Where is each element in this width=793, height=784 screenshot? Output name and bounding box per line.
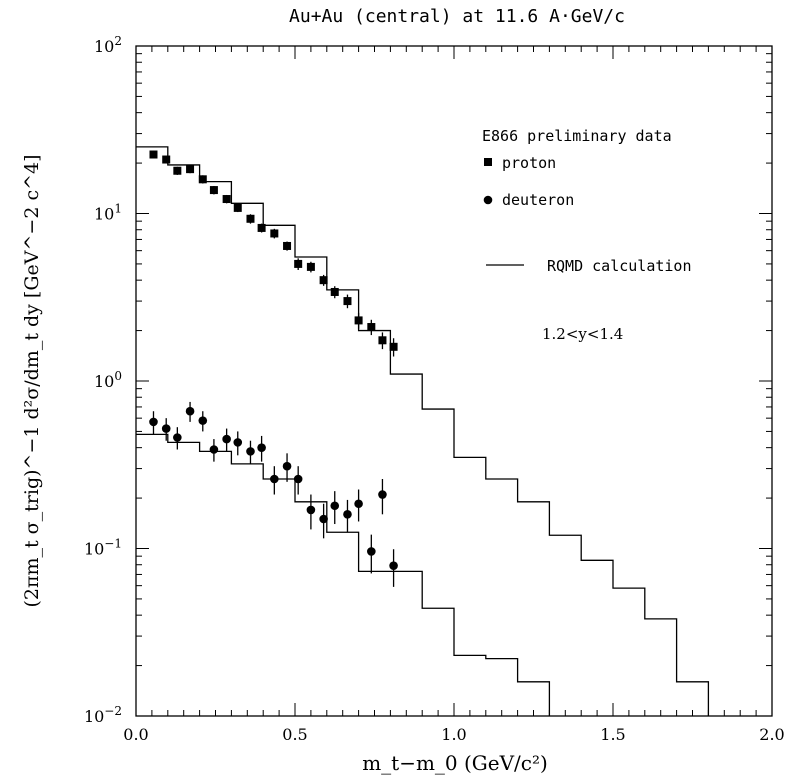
deuteron-point [246, 447, 255, 456]
legend-header: E866 preliminary data [482, 127, 672, 145]
y-axis-label: (2πm_t σ_trig)^−1 d²σ/dm_t dy [GeV^−2 c^… [21, 154, 43, 607]
deuteron-point [319, 514, 328, 524]
y-tick-label: 101 [94, 202, 122, 224]
proton-point [354, 316, 363, 325]
deuteron-point [198, 416, 208, 425]
y-tick-label: 100 [94, 369, 122, 391]
x-axis-label: m_t−m_0 (GeV/c²) [362, 751, 548, 775]
deuteron-point [343, 510, 352, 519]
x-tick-label: 0.5 [282, 725, 307, 744]
proton-point [389, 342, 398, 351]
legend-rqmd-label: RQMD calculation [547, 257, 692, 275]
proton-point [162, 155, 171, 164]
proton-point [233, 203, 242, 212]
x-tick-label: 1.0 [441, 725, 466, 744]
proton-point [257, 223, 266, 232]
proton-point [319, 276, 328, 285]
proton-point [294, 259, 303, 268]
deuteron-series [149, 401, 398, 587]
rapidity-annotation: 1.2<y<1.4 [542, 325, 623, 343]
x-tick-labels: 0.0 0.5 1.0 1.5 2.0 [123, 725, 784, 744]
y-tick-label: 102 [94, 34, 122, 56]
deuteron-point [222, 434, 231, 444]
deuteron-point [367, 547, 376, 556]
deuteron-point [233, 438, 243, 447]
proton-point [378, 336, 387, 345]
legend-deuteron-label: deuteron [502, 191, 574, 209]
deuteron-point [149, 417, 158, 427]
x-tick-label: 1.5 [600, 725, 625, 744]
proton-point [246, 214, 255, 223]
deuteron-point [282, 461, 292, 471]
proton-series [149, 150, 398, 357]
proton-point [283, 241, 292, 250]
deuteron-point [209, 445, 219, 454]
legend-proton-label: proton [502, 154, 556, 172]
proton-point [270, 229, 279, 238]
proton-point [209, 186, 218, 195]
deuteron-point [270, 474, 279, 484]
axis-ticks [135, 46, 773, 717]
chart-title: Au+Au (central) at 11.6 A·GeV/c [289, 6, 625, 27]
deuteron-point [173, 433, 182, 442]
rqmd-histogram-proton [136, 146, 710, 716]
legend-proton-marker [484, 158, 492, 166]
y-tick-label: 10−1 [84, 537, 122, 559]
deuteron-point [378, 490, 387, 499]
deuteron-point [330, 501, 340, 511]
rqmd-histogram-deuteron [136, 433, 551, 716]
deuteron-point [354, 499, 363, 509]
y-tick-labels: 10−2 10−1 100 101 102 [84, 34, 122, 726]
proton-point [343, 297, 352, 306]
proton-point [149, 150, 158, 159]
deuteron-point [306, 505, 316, 515]
x-tick-label: 2.0 [759, 725, 784, 744]
proton-point [173, 166, 182, 175]
deuteron-point [161, 424, 171, 433]
proton-point [186, 165, 195, 174]
proton-point [367, 323, 376, 332]
legend: E866 preliminary data proton deuteron RQ… [482, 127, 692, 275]
y-tick-label: 10−2 [84, 704, 122, 726]
proton-point [330, 287, 339, 296]
deuteron-point [293, 474, 303, 484]
proton-point [222, 195, 231, 204]
rqmd-histograms [136, 146, 710, 716]
legend-deuteron-marker [483, 195, 493, 205]
deuteron-point [185, 406, 195, 416]
deuteron-point [389, 561, 398, 570]
proton-point [198, 175, 207, 184]
proton-point [306, 262, 315, 271]
deuteron-point [257, 443, 266, 452]
x-tick-label: 0.0 [123, 725, 148, 744]
